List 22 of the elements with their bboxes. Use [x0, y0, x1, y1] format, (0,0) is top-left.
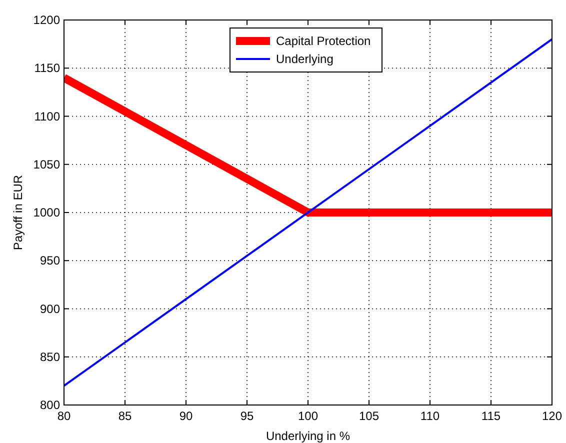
- x-tick-label: 85: [118, 409, 132, 423]
- y-tick-label: 850: [40, 350, 60, 364]
- y-tick-label: 1050: [33, 157, 60, 172]
- x-tick-label: 115: [481, 409, 501, 423]
- legend-label: Capital Protection: [276, 34, 371, 48]
- x-tick-label: 90: [179, 409, 193, 423]
- y-tick-label: 800: [40, 398, 60, 412]
- y-tick-label: 900: [40, 302, 60, 316]
- x-tick-label: 110: [420, 409, 440, 423]
- y-tick-label: 1100: [34, 109, 60, 124]
- y-axis-title: Payoff in EUR: [11, 174, 25, 250]
- x-tick-label: 100: [298, 409, 318, 423]
- x-tick-label: 95: [240, 409, 254, 423]
- x-axis-title: Underlying in %: [266, 429, 350, 443]
- y-tick-label: 1150: [34, 61, 60, 76]
- x-tick-label: 120: [542, 409, 562, 423]
- x-tick-label: 105: [358, 409, 380, 423]
- legend-label: Underlying: [276, 52, 334, 66]
- y-tick-label: 1000: [33, 206, 60, 220]
- y-tick-label: 1200: [33, 13, 60, 27]
- y-tick-label: 950: [40, 254, 60, 268]
- x-tick-label: 80: [57, 409, 71, 423]
